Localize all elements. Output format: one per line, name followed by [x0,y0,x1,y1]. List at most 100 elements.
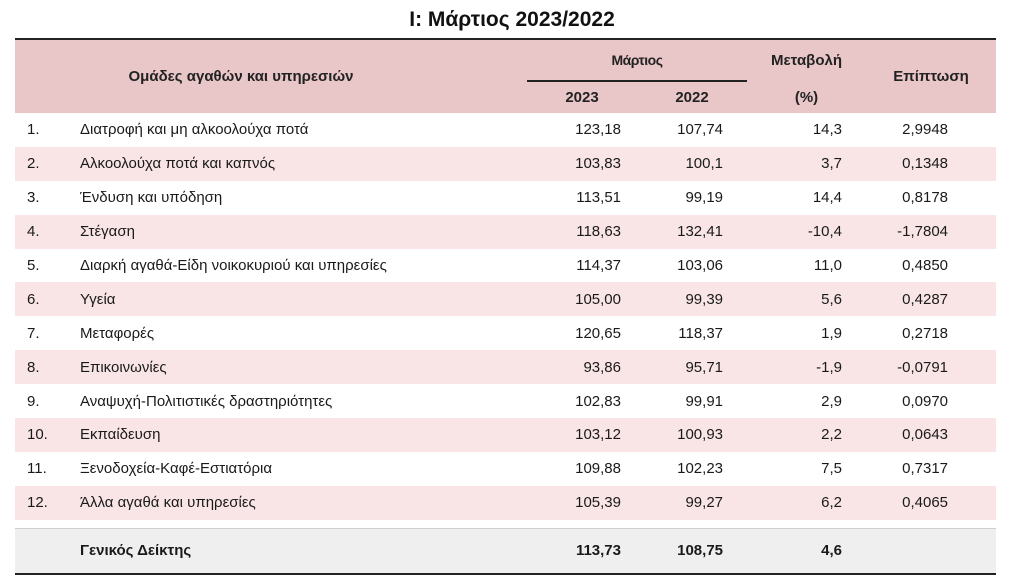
row-value-2023: 103,12 [527,418,637,452]
row-change: -1,9 [747,350,867,385]
row-change: 14,4 [812,189,843,207]
row-value-2022: 100,1 [637,146,748,181]
row-change: 7,5 [821,460,843,478]
row-number: 10. [15,418,70,452]
row-name: Μεταφορές [80,324,155,342]
row-name: Επικοινωνίες [70,350,527,385]
row-number: 7. [27,324,40,342]
table-row: 10. Εκπαίδευση 103,12 100,93 2,2 0,0643 [15,418,997,452]
table-row: 11. Ξενοδοχεία-Καφέ-Εστιατόρια 109,88 10… [15,452,996,486]
row-value-2022: 99,91 [685,392,724,410]
row-change: 2,2 [747,418,867,452]
row-impact: 0,1348 [866,146,997,181]
row-value-2023: 105,39 [527,485,637,520]
row-number: 9. [27,392,40,410]
table-row: 9. Αναψυχή-Πολιτιστικές δραστηριότητες 1… [15,384,996,418]
month-header-label: Μάρτιος [611,52,664,68]
table-row: 8. Επικοινωνίες 93,86 95,71 -1,9 -0,0791 [15,350,997,385]
row-change: -10,4 [747,214,867,249]
table-row: 12. Άλλα αγαθά και υπηρεσίες 105,39 99,2… [15,485,997,520]
year-2023-header: 2023 [527,80,637,113]
change-unit-header: (%) [747,81,867,113]
total-number [15,527,70,575]
row-name: Διατροφή και μη αλκοολούχα ποτά [80,121,309,139]
row-number: 11. [27,460,47,478]
row-impact: 0,0643 [866,418,997,452]
row-value-2022: 95,71 [637,350,748,385]
row-number: 8. [15,350,70,385]
groups-header: Ομάδες αγαθών και υπηρεσιών [15,38,527,113]
table-title: I: Μάρτιος 2023/2022 [409,8,615,31]
row-impact: 0,2718 [902,324,949,342]
row-value-2023: 109,88 [575,460,621,478]
row-value-2022: 132,41 [637,214,748,249]
row-impact: -1,7804 [866,214,997,249]
impact-header: Επίπτωση [866,38,997,113]
year-2022-header: 2022 [637,80,748,113]
row-name: Άλλα αγαθά και υπηρεσίες [70,485,527,520]
row-value-2022: 99,27 [637,485,748,520]
row-name: Υγεία [70,282,527,317]
row-value-2023: 118,63 [527,214,637,249]
row-value-2022: 100,93 [637,418,748,452]
total-name: Γενικός Δείκτης [70,527,527,575]
table-row: 4. Στέγαση 118,63 132,41 -10,4 -1,7804 [15,214,997,249]
row-impact: 0,8178 [902,189,949,207]
spacer-row [15,520,996,529]
row-impact: 2,9948 [902,121,949,139]
row-change: 3,7 [747,146,867,181]
row-number: 4. [15,214,70,249]
row-change: 5,6 [747,282,867,317]
row-value-2023: 103,83 [527,146,637,181]
row-name: Ξενοδοχεία-Καφέ-Εστιατόρια [80,460,273,478]
row-change: 14,3 [812,121,843,139]
table-row: 3. Ένδυση και υπόδηση 113,51 99,19 14,4 … [15,181,996,215]
total-value-2023: 113,73 [527,527,637,575]
row-change: 1,9 [821,324,843,342]
cpi-table: Ομάδες αγαθών και υπηρεσιών Μάρτιος Μετα… [15,38,997,575]
row-number: 5. [27,257,40,274]
row-value-2022: 99,19 [685,189,724,207]
change-header: Μεταβολή [747,38,867,81]
total-impact [866,527,997,575]
row-name: Αλκοολούχα ποτά και καπνός [70,146,527,181]
row-value-2022: 99,39 [637,282,748,317]
row-impact: 0,0970 [902,392,949,410]
row-value-2023: 113,51 [576,189,621,207]
row-number: 3. [27,189,40,207]
row-change: 11,0 [813,257,843,274]
total-value-2022: 108,75 [637,527,748,575]
month-header: Μάρτιος [527,38,748,81]
table-row: 7. Μεταφορές 120,65 118,37 1,9 0,2718 [15,316,996,350]
table-row: 1. Διατροφή και μη αλκοολούχα ποτά 123,1… [15,113,996,147]
row-value-2023: 93,86 [527,350,637,385]
row-value-2023: 120,65 [575,324,621,342]
row-number: 12. [15,485,70,520]
total-change: 4,6 [747,527,867,575]
row-change: 2,9 [821,392,843,410]
row-value-2023: 105,00 [527,282,637,317]
row-value-2023: 102,83 [575,392,621,410]
row-change: 6,2 [747,485,867,520]
row-impact: 0,4850 [902,257,949,274]
row-value-2022: 118,37 [678,324,724,342]
table-row: 5. Διαρκή αγαθά-Είδη νοικοκυριού και υπη… [15,249,996,283]
row-impact: 0,7317 [902,460,949,478]
row-name: Εκπαίδευση [70,418,527,452]
row-value-2023: 114,37 [576,257,621,274]
table-row: 6. Υγεία 105,00 99,39 5,6 0,4287 [15,282,997,317]
row-value-2022: 107,74 [677,121,724,139]
row-value-2022: 102,23 [677,460,724,478]
row-impact: 0,4287 [866,282,997,317]
total-row: Γενικός Δείκτης 113,73 108,75 4,6 [15,527,997,575]
row-number: 2. [15,146,70,181]
row-name: Ένδυση και υπόδηση [80,189,223,207]
row-name: Στέγαση [70,214,527,249]
row-value-2022: 103,06 [677,257,724,274]
row-name: Διαρκή αγαθά-Είδη νοικοκυριού και υπηρεσ… [80,257,387,274]
row-name: Αναψυχή-Πολιτιστικές δραστηριότητες [80,392,333,410]
row-impact: 0,4065 [866,485,997,520]
table-row: 2. Αλκοολούχα ποτά και καπνός 103,83 100… [15,146,997,181]
row-impact: -0,0791 [866,350,997,385]
row-value-2023: 123,18 [575,121,621,139]
